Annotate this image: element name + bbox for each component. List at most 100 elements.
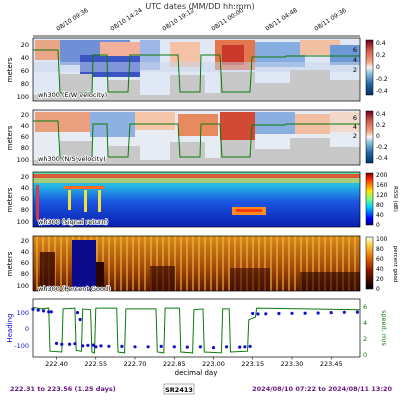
heading-point	[75, 311, 80, 315]
heading-point	[198, 345, 202, 349]
y-axis-label: meters	[6, 57, 14, 82]
colorbar-tick-label: -0.2	[376, 76, 388, 83]
heading-point	[120, 344, 124, 348]
top-axis: UTC dates (MM/DD hh:mm) 08/10 09:36 08/1…	[33, 2, 360, 37]
y-tick-label: 100	[17, 309, 29, 317]
colorbar-ew: 0.4 0.2 0 -0.2 -0.4	[365, 39, 388, 96]
x-tick-label: 222.40	[45, 360, 68, 368]
y-tick-label: 2	[363, 335, 367, 343]
x-tick-label: 223.00	[202, 360, 225, 368]
y-tick-label: 20	[21, 173, 29, 181]
y-tick-label: 80	[21, 80, 29, 88]
heading-point	[342, 310, 346, 314]
right-tick-label: 2	[353, 132, 357, 140]
heading-point	[78, 317, 82, 322]
x-tick-label: 223.45	[320, 360, 343, 368]
y-tick-label: 60	[21, 259, 29, 267]
right-tick-label: 4	[353, 56, 357, 64]
y-axis-right: 6 4 2	[353, 46, 357, 74]
heading-point	[355, 310, 359, 314]
heading-point	[243, 345, 247, 349]
y-axis-right: 6 4 2	[353, 114, 357, 140]
colorbar-tick-label: 200	[376, 172, 388, 179]
colorbar-rssi: 200 160 120 80 40 0 RSSI (dB)	[365, 172, 398, 229]
colorbar-tick-label: 40	[376, 266, 384, 273]
heading-point	[211, 346, 216, 350]
colorbar-tick-label: 80	[376, 246, 384, 253]
heading-point	[99, 344, 103, 348]
heading-point	[290, 311, 294, 315]
panel-ew-velocity: wh300 (E/W velocity) meters 20 40 60 80 …	[6, 37, 388, 102]
y-axis-label: meters	[6, 187, 14, 212]
heading-point	[185, 345, 189, 349]
heading-point	[81, 344, 85, 348]
heading-point	[91, 343, 95, 347]
heading-point	[277, 311, 281, 316]
y-tick-label: 0	[363, 351, 367, 359]
ship-speed-overlay	[33, 120, 360, 159]
colorbar-tick-label: 160	[376, 182, 388, 189]
y-tick-label: 100	[17, 282, 29, 290]
colorbar-tick-label: 40	[376, 212, 384, 219]
colorbar-tick-label: 0.2	[376, 122, 386, 129]
heading-point	[41, 309, 46, 313]
y-axis-left: meters 20 40 60 80 100	[6, 237, 29, 290]
heading-speed-series	[31, 306, 361, 354]
panel-label: wh300 (Percent Good)	[38, 285, 111, 293]
y-tick-label: -100	[14, 342, 29, 350]
heading-point	[47, 310, 51, 314]
ship-speed-overlay	[33, 49, 360, 94]
y-tick-label: 4	[363, 319, 367, 327]
colorbar-tick-label: -0.4	[376, 88, 388, 95]
colorbar-tick-label: 100	[376, 236, 388, 243]
heading-point	[107, 344, 111, 348]
colorbar-tick-label: 60	[376, 256, 384, 263]
colorbar-tick-label: 0.4	[376, 40, 386, 47]
top-axis-title: UTC dates (MM/DD hh:mm)	[145, 2, 254, 11]
colorbar-tick-label: -0.4	[376, 155, 388, 162]
top-tick-label: 08/11 04:48	[264, 7, 299, 33]
panel-label: wh300 (E/W velocity)	[38, 91, 107, 99]
y-axis-left: meters 20 40 60 80 100	[6, 173, 29, 226]
y-tick-label: 6	[363, 303, 367, 311]
y-tick-label: 60	[21, 67, 29, 75]
heading-point	[303, 311, 307, 315]
y-axis-label-heading: Heading	[6, 313, 14, 342]
colorbar-percent-good: 100 80 60 40 20 0 percent good	[365, 236, 398, 293]
panel-label: wh300 (N/S velocity)	[38, 155, 106, 163]
speed-line	[32, 306, 361, 354]
right-tick-label: 4	[353, 123, 357, 131]
heading-point	[316, 311, 320, 315]
heading-point	[146, 345, 150, 349]
colorbar-tick-label: 80	[376, 202, 384, 209]
colorbar-tick-label: 0	[376, 222, 380, 229]
heading-point	[248, 344, 252, 348]
x-axis-label: decimal day	[175, 369, 218, 377]
right-tick-label: 2	[353, 66, 357, 74]
y-tick-label: 60	[21, 195, 29, 203]
colorbar-tick-label: 20	[376, 276, 384, 283]
y-axis-label: meters	[6, 125, 14, 150]
colorbar-tick-label: -0.2	[376, 144, 388, 151]
y-tick-label: 20	[21, 41, 29, 49]
heading-point	[94, 345, 98, 349]
colorbar-label: percent good	[392, 246, 398, 283]
footer: 222.31 to 223.56 (1.25 days) SR2413 2024…	[10, 383, 392, 395]
heading-point	[251, 311, 255, 316]
top-tick-label: 08/11 09:36	[313, 7, 348, 33]
heading-point	[225, 345, 229, 349]
y-tick-label: 80	[21, 144, 29, 152]
y-tick-label: 60	[21, 133, 29, 141]
heading-point	[329, 311, 333, 315]
footer-day-range: 222.31 to 223.56 (1.25 days)	[10, 385, 116, 393]
heading-point	[73, 342, 77, 346]
footer-cruise-id: SR2413	[165, 386, 193, 394]
colorbar-tick-label: 0	[376, 64, 380, 71]
y-axis-left: meters 20 40 60 80 100	[6, 111, 29, 164]
heading-point	[133, 345, 137, 349]
y-axis-right-speed: 6 4 2 0 speed, m/s	[363, 303, 388, 359]
heading-point	[86, 343, 90, 347]
y-tick-label: 20	[21, 111, 29, 119]
y-tick-label: 40	[21, 122, 29, 130]
